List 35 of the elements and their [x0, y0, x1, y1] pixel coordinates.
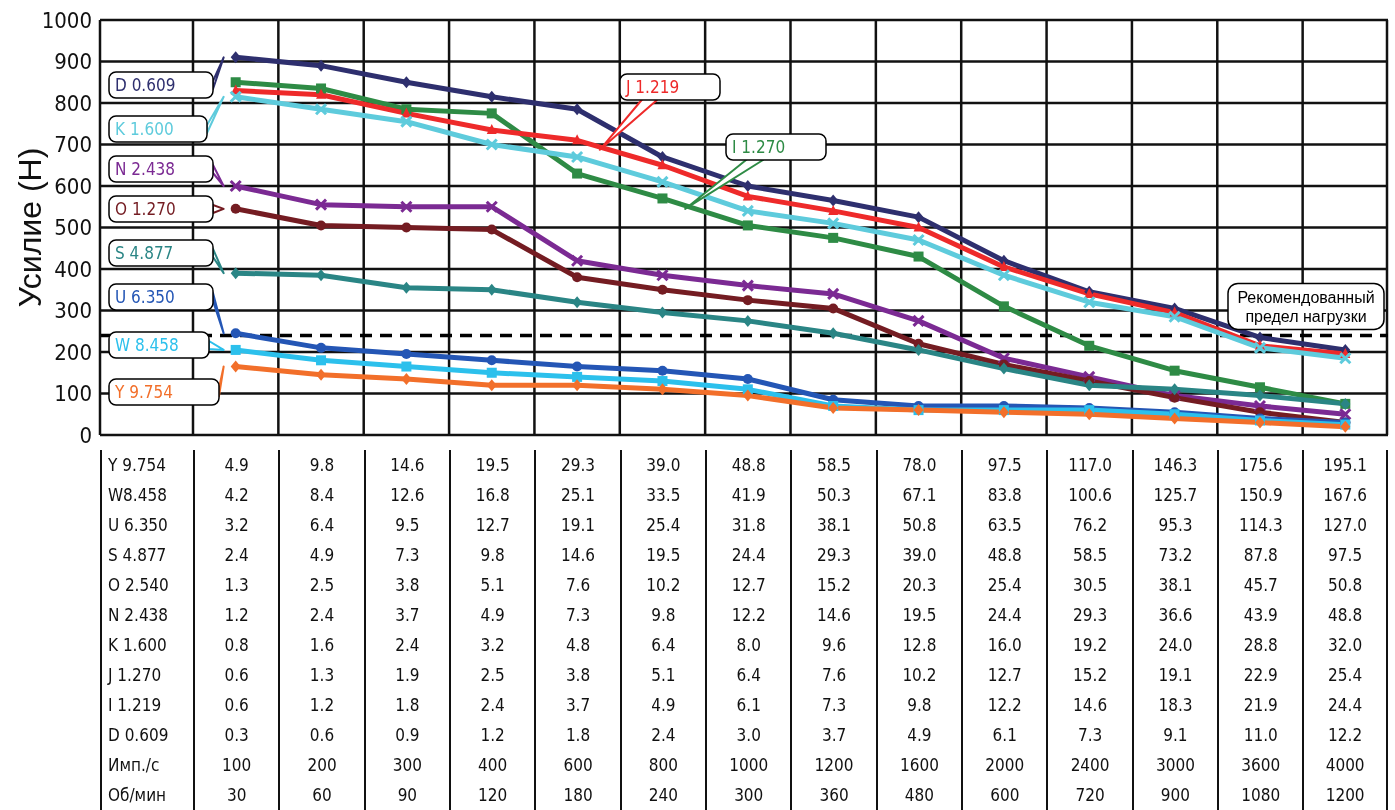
- y-tick-label: 100: [54, 381, 92, 407]
- y-tick-label: 0: [79, 422, 92, 448]
- text: I 1.219 0.6 1.2 1.8 2.4 3.7 4.9 6.1 7.3 9.8 12.2 14.6 18.3 21.9 24.4: [108, 695, 1363, 715]
- text: J 1.219: [625, 77, 680, 97]
- text: D 0.609 0.3 0.6 0.9 1.2 1.8 2.4 3.0 3.7 4.9 6.1 7.3 9.1 11.0 12.2: [108, 725, 1363, 745]
- y-tick-label: 600: [54, 173, 92, 199]
- text: Y 9.754: [114, 382, 173, 402]
- text: J 1.270 0.6 1.3 1.9 2.5 3.8 5.1 6.4 7.6 10.2 12.7 15.2 19.1 22.9 25.4: [108, 665, 1363, 685]
- legend-label: N 2.438: [115, 159, 176, 179]
- text: K 1.600: [115, 119, 174, 139]
- y-tick-label: 300: [54, 298, 92, 324]
- y-tick-label: 800: [54, 90, 92, 116]
- text: N 2.438 1.2 2.4 3.7 4.9 7.3 9.8 12.2 14.6 19.5 24.4 29.3 36.6 43.9 48.8: [108, 605, 1363, 625]
- y-axis-title: Усилие (Н): [12, 147, 49, 308]
- y-tick-label: 1000: [41, 7, 92, 33]
- text: Имп./с 100 200 300 400 600 800 1000 1200 1600 2000 2400 3000 3600 4000: [108, 755, 1365, 775]
- y-tick-label: 500: [54, 215, 92, 241]
- text: S 4.877 2.4 4.9 7.3 9.8 14.6 19.5 24.4 29.3 39.0 48.8 58.5 73.2 87.8 97.5: [108, 545, 1363, 565]
- legend-label: S 4.877: [115, 243, 174, 263]
- ref-line-label: Рекомендованный предел нагрузки: [1237, 289, 1375, 326]
- text: Y 9.754 4.9 9.8 14.6 19.5 29.3 39.0 48.8 58.5 78.0 97.5 117.0 146.3 175.6 195.1: [108, 455, 1368, 475]
- y-tick-label: 700: [54, 132, 92, 158]
- y-tick-label: 400: [54, 256, 92, 282]
- legend-label: D 0.609: [115, 75, 176, 95]
- text: U 6.350: [115, 287, 175, 307]
- legend-label: O 1.270: [115, 199, 176, 219]
- text: O 2.540 1.3 2.5 3.8 5.1 7.6 10.2 12.7 15.2 20.3 25.4 30.5 38.1 45.7 50.8: [108, 575, 1363, 595]
- text: I 1.270: [732, 137, 786, 157]
- text: Об/мин 30 60 90 120 180 240 300 360 480 600 720 900 1080 1200: [108, 785, 1365, 805]
- y-tick-label: 900: [54, 49, 92, 75]
- text: W8.458 4.2 8.4 12.6 16.8 25.1 33.5 41.9 50.3 67.1 83.8 100.6 125.7 150.9 167.6: [108, 485, 1368, 505]
- legend-label: W 8.458: [115, 335, 179, 355]
- text: K 1.600 0.8 1.6 2.4 3.2 4.8 6.4 8.0 9.6 12.8 16.0 19.2 24.0 28.8 32.0: [108, 635, 1363, 655]
- y-tick-label: 200: [54, 339, 92, 365]
- text: U 6.350 3.2 6.4 9.5 12.7 19.1 25.4 31.8 38.1 50.8 63.5 76.2 95.3 114.3 127.0: [108, 515, 1368, 535]
